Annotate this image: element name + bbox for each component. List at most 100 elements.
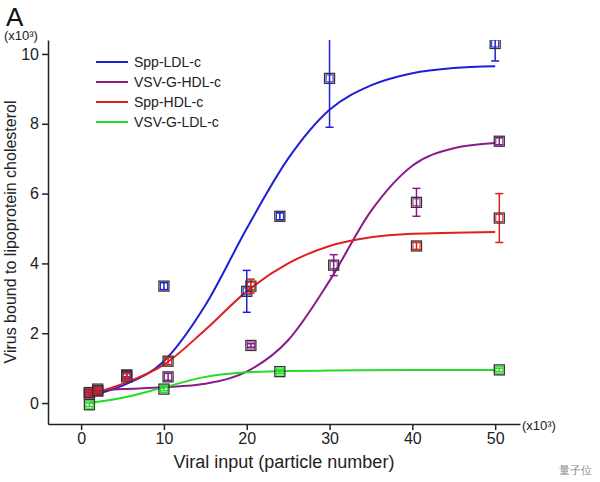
data-point: [93, 386, 103, 396]
error-stem: [416, 242, 418, 249]
tick: 0: [77, 424, 86, 447]
error-stem: [499, 194, 501, 243]
error-cap: [247, 346, 255, 348]
error-cap: [247, 343, 255, 345]
error-stem: [279, 213, 281, 220]
legend-swatch: [96, 81, 128, 83]
error-stem: [126, 373, 128, 380]
x-axis: 01020304050: [49, 424, 521, 447]
tick: 10: [21, 46, 48, 63]
legend-swatch: [96, 61, 128, 63]
error-bar: [247, 279, 255, 293]
error-cap: [94, 388, 102, 390]
data-point-inner: [86, 391, 93, 398]
error-cap: [495, 242, 503, 244]
data-point-inner: [326, 75, 333, 82]
tick-mark: [329, 424, 331, 430]
x-axis-title: Viral input (particle number): [174, 452, 395, 472]
data-point: [490, 40, 500, 48]
tick: 6: [30, 185, 48, 202]
annotation: 量子位: [559, 464, 592, 476]
error-bar: [276, 213, 284, 220]
y-axis-title: Virus bound to lipoprotein cholesterol: [2, 101, 19, 364]
error-bar: [85, 403, 93, 406]
data-point: [494, 136, 504, 146]
data-point-inner: [94, 386, 101, 393]
error-cap: [94, 392, 102, 394]
legend-label: Spp-LDL-c: [134, 54, 201, 70]
data-point-inner: [123, 373, 130, 380]
tick-mark: [246, 424, 248, 430]
error-stem: [416, 188, 418, 216]
tick-label: 20: [238, 430, 256, 447]
tick-label: 50: [487, 430, 505, 447]
error-cap: [276, 369, 284, 371]
error-bar: [495, 194, 503, 243]
data-point-inner: [94, 387, 101, 394]
data-point: [93, 386, 103, 396]
data-point: [411, 197, 421, 207]
error-cap: [247, 278, 255, 280]
tick: 8: [30, 115, 48, 132]
error-stem: [167, 358, 169, 365]
data-point-inner: [496, 366, 503, 373]
error-cap: [276, 373, 284, 375]
legend-swatch: [96, 121, 128, 123]
fit-line: [89, 143, 495, 391]
data-point: [275, 211, 285, 221]
fit-line: [89, 370, 495, 403]
error-cap: [330, 254, 338, 256]
tick: 50: [487, 424, 505, 447]
tick-mark: [42, 263, 48, 265]
error-cap: [495, 193, 503, 195]
data-point-inner: [492, 40, 499, 47]
data-point-inner: [160, 283, 167, 290]
data-point-inner: [86, 389, 93, 396]
chart: 010203040500246810Spp-LDL-cVSV-G-HDL-cSp…: [0, 0, 600, 482]
error-stem: [499, 138, 501, 145]
error-bar: [412, 188, 420, 216]
tick-mark: [42, 54, 48, 56]
data-point-inner: [413, 242, 420, 249]
tick-mark: [42, 124, 48, 126]
error-bar: [164, 373, 172, 380]
tick-label: 40: [404, 430, 422, 447]
error-bar: [160, 387, 168, 390]
tick: 20: [238, 424, 256, 447]
error-stem: [167, 373, 169, 380]
y-axis: 0 2 4 6 8 10: [21, 41, 48, 425]
data-point-inner: [160, 386, 167, 393]
tick: 0: [30, 395, 48, 412]
error-stem: [163, 283, 165, 290]
error-cap: [94, 388, 102, 390]
data-point: [163, 372, 173, 382]
tick-label: 10: [21, 46, 39, 63]
tick-label: 6: [30, 185, 39, 202]
error-cap: [243, 312, 251, 314]
legend-label: Spp-HDL-c: [134, 94, 203, 110]
error-cap: [491, 60, 499, 62]
error-bar: [160, 283, 168, 290]
data-point-inner: [86, 401, 93, 408]
data-point: [246, 340, 256, 350]
tick-label: 4: [30, 255, 39, 272]
legend: Spp-LDL-cVSV-G-HDL-cSpp-HDL-cVSV-G-LDL-c: [96, 54, 221, 130]
error-cap: [247, 292, 255, 294]
data-point-inner: [496, 215, 503, 222]
tick-mark: [164, 424, 166, 430]
annotation: (x10³): [522, 418, 556, 433]
data-point: [159, 281, 169, 291]
data-point: [411, 241, 421, 251]
tick-mark: [495, 424, 497, 430]
error-cap: [85, 406, 93, 408]
error-cap: [412, 216, 420, 218]
data-point-inner: [276, 368, 283, 375]
tick-label: 8: [30, 115, 39, 132]
tick: 2: [30, 325, 48, 342]
tick: 10: [156, 424, 174, 447]
data-point: [163, 356, 173, 366]
data-point-inner: [165, 373, 172, 380]
error-cap: [160, 387, 168, 389]
error-bar: [247, 344, 255, 347]
error-bar: [330, 255, 338, 276]
